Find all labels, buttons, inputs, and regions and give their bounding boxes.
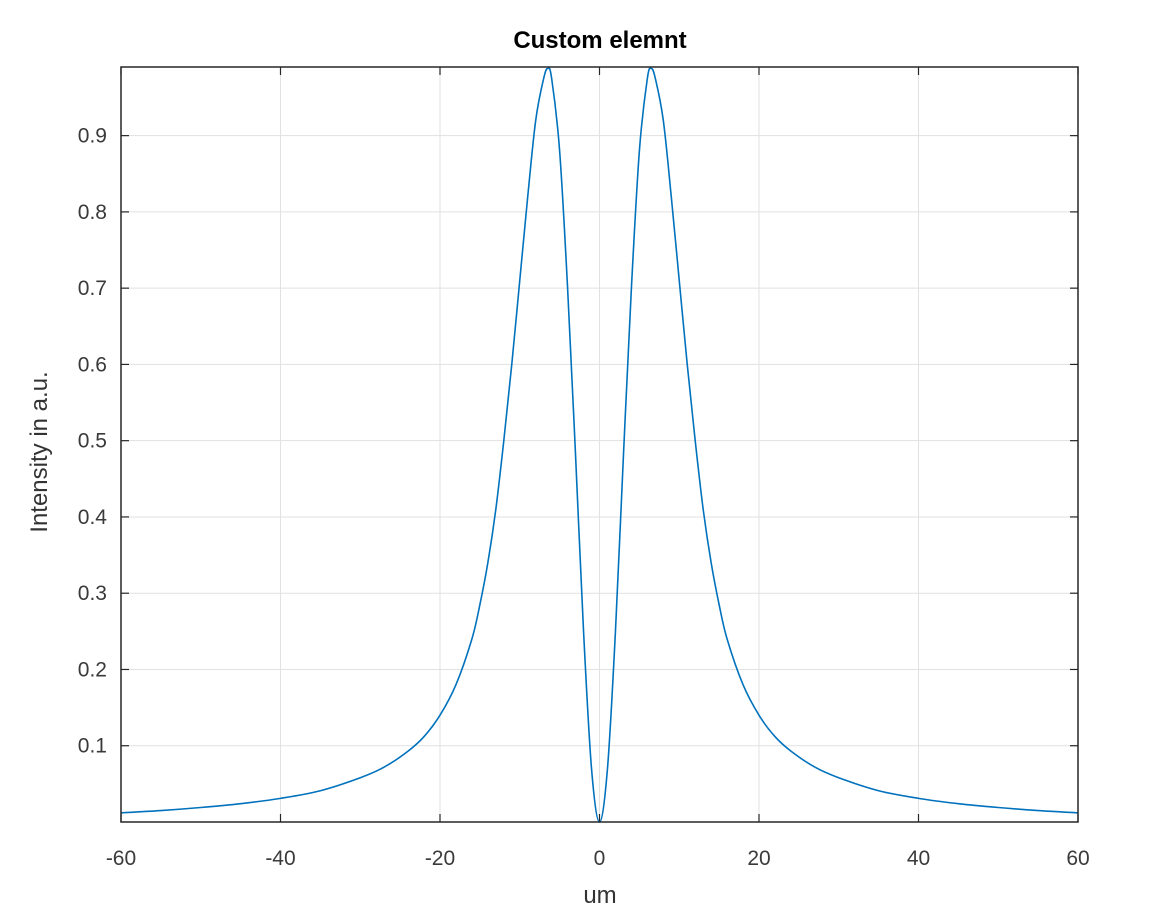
- x-tick-label: 0: [594, 847, 606, 870]
- y-tick-label: 0.7: [78, 277, 107, 300]
- x-tick-label: -60: [106, 847, 136, 870]
- y-tick-label: 0.2: [78, 658, 107, 681]
- y-tick-labels: 0.1 0.2 0.3 0.4 0.5 0.6 0.7 0.8 0.9: [78, 125, 108, 758]
- plot-frame: [120, 66, 1079, 823]
- y-tick-label: 0.5: [78, 430, 107, 453]
- grid: [121, 67, 1078, 822]
- x-tick-label: -20: [425, 847, 455, 870]
- y-axis-label: Intensity in a.u.: [26, 371, 53, 532]
- tick-marks: [120, 67, 1079, 822]
- x-tick-label: 20: [747, 847, 770, 870]
- chart-title: Custom elemnt: [513, 27, 686, 54]
- x-tick-label: 60: [1066, 847, 1089, 870]
- y-tick-label: 0.3: [78, 582, 107, 605]
- y-tick-label: 0.1: [78, 735, 107, 758]
- x-tick-label: 40: [907, 847, 930, 870]
- x-tick-labels: -60 -40 -20 0 20 40 60: [106, 847, 1090, 870]
- y-tick-label: 0.4: [78, 506, 108, 529]
- y-tick-label: 0.8: [78, 201, 107, 224]
- y-tick-label: 0.6: [78, 353, 107, 376]
- x-axis-label: um: [583, 882, 616, 909]
- x-tick-label: -40: [265, 847, 295, 870]
- y-tick-label: 0.9: [78, 125, 107, 148]
